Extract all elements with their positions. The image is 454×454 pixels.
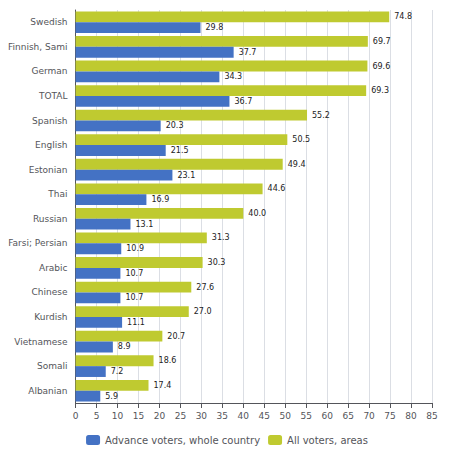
svg-text:75: 75: [384, 411, 395, 421]
svg-text:34.3: 34.3: [224, 72, 242, 81]
svg-text:80: 80: [405, 411, 417, 421]
svg-text:30.3: 30.3: [208, 258, 226, 267]
svg-text:Thai: Thai: [47, 189, 67, 199]
svg-text:27.6: 27.6: [196, 283, 214, 292]
svg-text:27.0: 27.0: [194, 307, 212, 316]
svg-text:21.5: 21.5: [171, 146, 189, 155]
svg-text:Farsi; Persian: Farsi; Persian: [8, 238, 67, 248]
svg-text:11.1: 11.1: [127, 318, 145, 327]
svg-text:10.7: 10.7: [125, 269, 143, 278]
svg-text:18.6: 18.6: [159, 356, 177, 365]
svg-text:10: 10: [112, 411, 124, 421]
svg-text:74.8: 74.8: [394, 12, 412, 21]
svg-text:50: 50: [279, 411, 291, 421]
svg-text:Russian: Russian: [33, 214, 68, 224]
svg-text:40: 40: [238, 411, 250, 421]
svg-text:10.7: 10.7: [125, 293, 143, 302]
svg-text:10.9: 10.9: [126, 244, 144, 253]
svg-text:40.0: 40.0: [248, 209, 266, 218]
svg-text:20.3: 20.3: [166, 121, 184, 130]
svg-text:45: 45: [259, 411, 270, 421]
svg-text:36.7: 36.7: [234, 97, 252, 106]
svg-text:85: 85: [426, 411, 437, 421]
svg-text:Vietnamese: Vietnamese: [14, 337, 68, 347]
svg-text:65: 65: [342, 411, 353, 421]
svg-text:13.1: 13.1: [135, 220, 153, 229]
svg-text:0: 0: [73, 411, 79, 421]
svg-text:Swedish: Swedish: [30, 17, 67, 27]
svg-text:29.8: 29.8: [206, 23, 224, 32]
svg-text:German: German: [31, 66, 67, 76]
svg-text:Kurdish: Kurdish: [34, 312, 67, 322]
svg-text:44.6: 44.6: [268, 184, 286, 193]
svg-text:55: 55: [300, 411, 311, 421]
svg-text:Spanish: Spanish: [32, 116, 68, 126]
svg-text:70: 70: [363, 411, 375, 421]
svg-text:5: 5: [94, 411, 100, 421]
svg-text:15: 15: [133, 411, 144, 421]
svg-text:English: English: [35, 140, 68, 150]
svg-text:Advance voters, whole country: Advance voters, whole country: [105, 435, 260, 446]
svg-text:23.1: 23.1: [177, 171, 195, 180]
svg-text:49.4: 49.4: [288, 160, 306, 169]
svg-text:37.7: 37.7: [239, 48, 257, 57]
svg-text:31.3: 31.3: [212, 233, 230, 242]
svg-text:Arabic: Arabic: [39, 263, 68, 273]
svg-text:30: 30: [196, 411, 208, 421]
svg-text:All voters, areas: All voters, areas: [287, 435, 368, 446]
svg-text:Estonian: Estonian: [29, 165, 68, 175]
svg-text:69.6: 69.6: [372, 62, 390, 71]
svg-text:5.9: 5.9: [105, 392, 118, 401]
svg-text:8.9: 8.9: [118, 342, 131, 351]
svg-text:69.7: 69.7: [373, 37, 391, 46]
svg-text:Somali: Somali: [37, 361, 68, 371]
svg-text:25: 25: [175, 411, 186, 421]
svg-text:Finnish, Sami: Finnish, Sami: [8, 42, 68, 52]
svg-text:20: 20: [154, 411, 166, 421]
svg-text:55.2: 55.2: [312, 111, 330, 120]
svg-text:Chinese: Chinese: [32, 287, 68, 297]
svg-text:35: 35: [217, 411, 228, 421]
svg-text:50.5: 50.5: [292, 135, 310, 144]
svg-text:17.4: 17.4: [154, 381, 172, 390]
svg-text:7.2: 7.2: [111, 367, 124, 376]
svg-text:60: 60: [321, 411, 333, 421]
svg-text:TOTAL: TOTAL: [38, 91, 68, 101]
svg-text:16.9: 16.9: [151, 195, 169, 204]
svg-text:Albanian: Albanian: [28, 386, 67, 396]
svg-text:69.3: 69.3: [371, 86, 389, 95]
svg-text:20.7: 20.7: [167, 332, 185, 341]
